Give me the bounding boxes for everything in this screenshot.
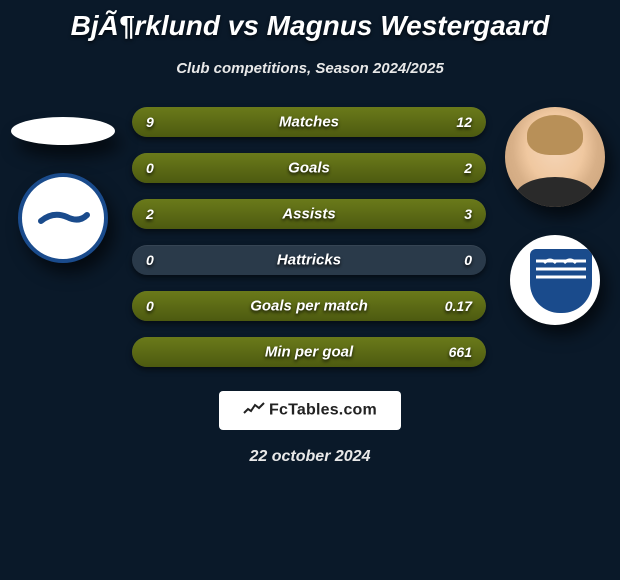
stat-label: Goals: [132, 160, 486, 177]
stat-row: Min per goal661: [132, 337, 486, 367]
stat-row: Goals per match0 0.17: [132, 291, 486, 321]
page-title: BjÃ¶rklund vs Magnus Westergaard: [0, 0, 620, 42]
club-right-badge: [510, 235, 600, 325]
stat-label: Assists: [132, 206, 486, 223]
stat-bars: Matches912Goals02Assists23Hattricks00Goa…: [132, 107, 486, 383]
player-right-avatar: [505, 107, 605, 207]
stat-value-right: 0.17: [445, 298, 472, 314]
subtitle: Club competitions, Season 2024/2025: [0, 60, 620, 77]
stat-row: Hattricks0 0: [132, 245, 486, 275]
stat-row: Goals0 2: [132, 153, 486, 183]
stat-value-right: 12: [456, 114, 472, 130]
player-right-column: [500, 107, 610, 325]
stat-value-left: 0: [146, 298, 154, 314]
brand-text: FcTables.com: [269, 402, 377, 419]
brand-icon: [243, 401, 265, 420]
footer: FcTables.com: [0, 391, 620, 430]
stat-value-right: 3: [464, 206, 472, 222]
stat-label: Matches: [132, 114, 486, 131]
stat-value-left: 0: [146, 252, 154, 268]
stat-label: Min per goal: [132, 344, 486, 361]
stat-label: Goals per match: [132, 298, 486, 315]
player-left-avatar: [11, 117, 115, 145]
brand-box: FcTables.com: [219, 391, 401, 430]
club-left-badge: [18, 173, 108, 263]
stat-value-left: 2: [146, 206, 154, 222]
stat-value-left: 9: [146, 114, 154, 130]
stat-value-left: 0: [146, 160, 154, 176]
player-left-column: [8, 107, 118, 263]
stat-value-right: 2: [464, 160, 472, 176]
stat-label: Hattricks: [132, 252, 486, 269]
stat-value-right: 0: [464, 252, 472, 268]
comparison-content: Matches912Goals02Assists23Hattricks00Goa…: [0, 107, 620, 387]
stat-row: Matches9 12: [132, 107, 486, 137]
stat-row: Assists2 3: [132, 199, 486, 229]
stat-value-right: 661: [449, 344, 472, 360]
date-label: 22 october 2024: [0, 448, 620, 466]
